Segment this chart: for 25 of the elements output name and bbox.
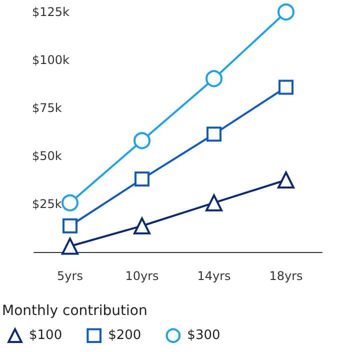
legend-title: Monthly contribution <box>2 303 148 319</box>
point <box>206 194 222 212</box>
legend-label: $100 <box>29 328 62 344</box>
point <box>62 194 78 212</box>
y-tick-label: $50k <box>32 149 62 163</box>
y-tick-label: $75k <box>32 101 62 115</box>
x-tick-label: 5yrs <box>57 269 83 283</box>
point <box>62 218 78 234</box>
point <box>206 70 222 88</box>
point <box>134 132 150 150</box>
y-tick-label: $25k <box>32 197 62 211</box>
legend-label: $200 <box>108 328 142 344</box>
y-tick-label: $125k <box>32 5 70 19</box>
point <box>278 80 294 95</box>
x-tick-label: 18yrs <box>269 269 303 283</box>
x-tick-label: 14yrs <box>197 269 231 283</box>
legend-label: $300 <box>187 328 220 344</box>
y-tick-label: $100k <box>32 53 70 67</box>
point <box>278 4 294 20</box>
point <box>278 172 294 188</box>
point <box>206 126 222 142</box>
x-tick-label: 10yrs <box>125 269 159 283</box>
point <box>62 238 78 255</box>
point <box>134 172 150 187</box>
point <box>134 217 150 234</box>
